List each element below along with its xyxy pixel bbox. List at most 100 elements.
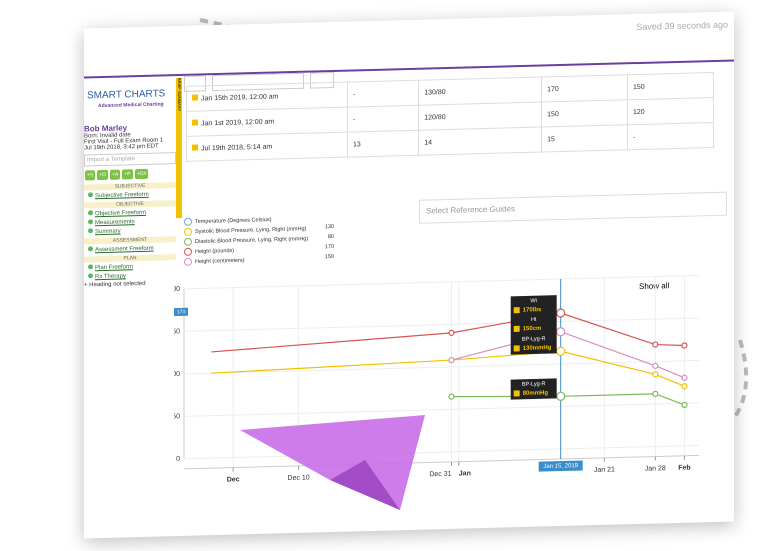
date-text: Jul 19th 2018, 5:14 am (201, 143, 273, 153)
tooltip-icon (513, 307, 520, 314)
data-point (681, 374, 688, 381)
tooltip-box (510, 295, 557, 317)
data-point (681, 383, 688, 390)
section-item[interactable]: Objective Freeform (88, 208, 176, 217)
paper-plane (240, 415, 425, 510)
section-item[interactable]: Summary (88, 226, 176, 236)
quick-button[interactable]: +S (85, 170, 96, 181)
series-line (451, 331, 685, 379)
data-point (681, 342, 688, 349)
legend-name: Height (pounds) (195, 248, 235, 256)
value-cell: 13 (347, 130, 419, 158)
date-text: Jan 15th 2019, 12:00 am (201, 93, 279, 103)
x-tick-label: Dec 31 (429, 471, 451, 479)
date-cell: Jul 19th 2018, 5:14 am (186, 132, 348, 162)
cursor-y-label: 173 (177, 309, 186, 315)
x-tick-label: Feb (678, 464, 690, 471)
quick-button[interactable]: +P (122, 169, 133, 180)
grid-line (184, 359, 699, 375)
y-tick-label: 100 (174, 371, 180, 378)
section-item[interactable]: Plan Freeform (88, 262, 176, 271)
tooltip-box (510, 378, 557, 400)
legend-entry: Height (centimeters) 150 (184, 254, 334, 266)
x-tick-label: Dec 10 (288, 474, 310, 482)
data-point (448, 329, 455, 336)
section-item[interactable]: Assessment Freeform (88, 244, 176, 254)
template-select[interactable]: Import a Template (84, 152, 176, 167)
heading-note: + Heading not selected (84, 280, 146, 289)
tooltip-box (510, 313, 557, 336)
grid-line (184, 444, 699, 460)
date-icon (192, 144, 198, 151)
value-cell: 120/80 (418, 102, 542, 131)
x-tick-label: Jan 21 (594, 466, 615, 474)
legend-swatch (184, 217, 192, 226)
plane-fold (330, 460, 400, 510)
section-heading: OBJECTIVE (84, 200, 176, 209)
y-tick-label: 150 (174, 328, 180, 335)
data-point (652, 341, 659, 348)
tooltip-title: BP-Lyg-R (522, 381, 546, 388)
data-point (556, 308, 566, 318)
legend-swatch (184, 257, 192, 266)
tooltip-title: BP-Lyg-R (522, 336, 546, 343)
legend-value: 130 (324, 223, 334, 231)
legend-label: Height (pounds) (184, 247, 234, 256)
data-point (652, 362, 659, 369)
tooltip-title: Ht (531, 317, 537, 323)
quick-button[interactable]: +DX (134, 168, 149, 180)
tooltip-icon (513, 390, 520, 397)
summary-tab: BRIEF SUMMARY (176, 77, 182, 219)
x-tick-label: Dec (227, 476, 240, 483)
data-point (448, 356, 455, 364)
app-window: Saved 39 seconds ago SMART CHARTS Advanc… (84, 11, 734, 539)
data-point (556, 391, 566, 401)
section-item[interactable]: Rx Therapy (88, 271, 176, 280)
data-point (681, 401, 688, 409)
legend-value: 150 (324, 253, 334, 261)
value-cell: 150 (541, 99, 628, 128)
legend-name: Height (centimeters) (195, 257, 245, 266)
patient-date: Jul 19th 2018, 3:42 pm EDT (84, 143, 159, 152)
app-subtitle: Advanced Medical Charting (98, 101, 164, 110)
value-cell: 130/80 (418, 77, 542, 106)
value-cell: 15 (541, 124, 628, 153)
quick-button[interactable]: +O (97, 169, 109, 181)
section-item[interactable]: Subjective Freeform (88, 190, 176, 199)
plane-wing (240, 415, 425, 510)
tooltip-title: Wt (530, 298, 537, 304)
legend-swatch (184, 227, 192, 236)
sections: SUBJECTIVE Subjective Freeform OBJECTIVE Ob… (84, 182, 176, 280)
data-point (556, 327, 566, 337)
value-cell: 150 (627, 72, 714, 100)
cursor-x-label: Jan 15, 2019 (543, 463, 578, 470)
date-text: Jan 1st 2019, 12:00 am (201, 118, 275, 128)
date-icon (192, 119, 198, 126)
x-tick-label: Jan 28 (645, 465, 666, 473)
legend-value: 80 (327, 233, 334, 241)
section-heading: SUBJECTIVE (84, 182, 176, 191)
legend-name: Systolic Blood Pressure, Lying, Right (m… (195, 226, 307, 236)
grid-line (184, 402, 699, 417)
grid-line (184, 274, 699, 290)
section-heading: ASSESSMENT (84, 236, 176, 245)
reference-select[interactable]: Select Reference Guides (419, 191, 727, 224)
legend-name: Temperature (Degrees Celsius) (195, 217, 272, 226)
section-item[interactable]: Measurements (88, 217, 176, 226)
legend-name: Diastolic Blood Pressure, Lying, Right (… (195, 236, 309, 246)
legend-value: 170 (324, 243, 334, 251)
tooltip-value: 170lbs (523, 307, 542, 314)
quick-button[interactable]: +A (110, 169, 121, 180)
data-point (448, 393, 455, 400)
value-cell: 170 (541, 74, 628, 103)
x-tick-label: Jan (459, 470, 471, 477)
value-cell: 14 (418, 127, 542, 156)
y-tick-label: 0 (176, 456, 180, 463)
save-status: Saved 39 seconds ago (636, 19, 728, 33)
section-heading: PLAN (84, 254, 176, 263)
y-tick-label: 50 (174, 413, 180, 420)
data-point (556, 346, 566, 356)
value-cell: - (627, 122, 714, 150)
app-title: SMART CHARTS (87, 88, 165, 101)
